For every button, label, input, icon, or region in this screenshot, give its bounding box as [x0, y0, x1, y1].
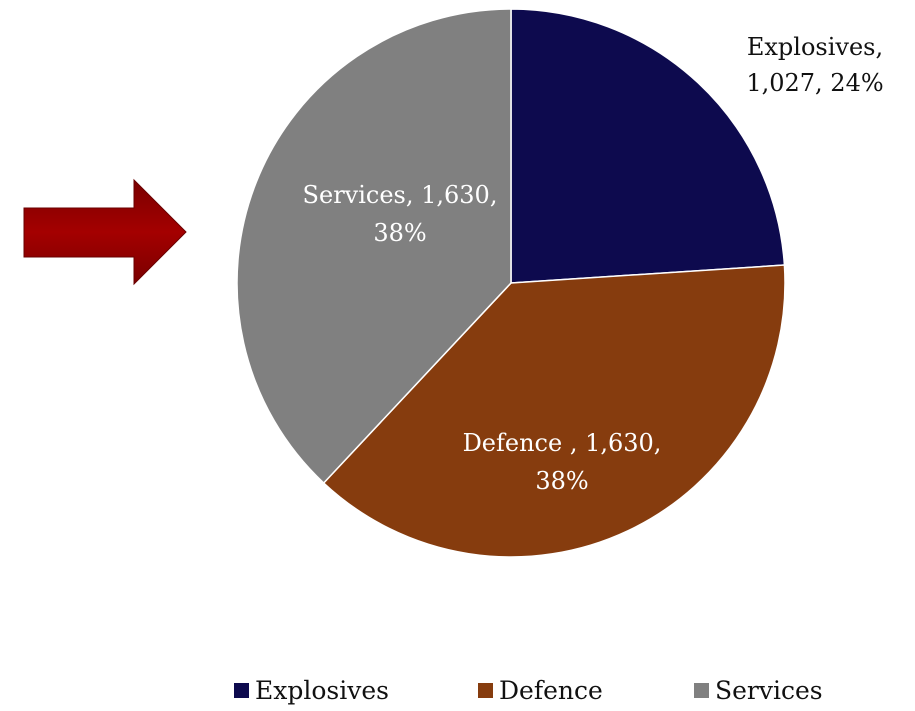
pie-slices — [236, 8, 786, 558]
legend-item-explosives: Explosives — [234, 676, 389, 705]
pie-slice-services — [236, 8, 512, 485]
data-label-services: Services, 1,630, 38% — [303, 181, 498, 247]
legend-item-services: Services — [694, 676, 823, 705]
legend-label-defence: Defence — [499, 676, 603, 705]
legend-label-services: Services — [715, 676, 823, 705]
legend-swatch-defence — [478, 683, 493, 698]
chart-legend: Explosives Defence Services — [0, 676, 915, 710]
arrow-right-icon — [23, 178, 187, 286]
legend-swatch-explosives — [234, 683, 249, 698]
data-label-explosives: Explosives, 1,027, 24% — [746, 33, 883, 97]
pie-data-labels: Explosives, 1,027, 24% Defence , 1,630, 38%… — [303, 33, 884, 495]
pie-slice-defence — [322, 264, 786, 558]
legend-swatch-services — [694, 683, 709, 698]
pie-slice-explosives — [510, 8, 786, 284]
legend-label-explosives: Explosives — [255, 676, 389, 705]
legend-item-defence: Defence — [478, 676, 603, 705]
data-label-defence: Defence , 1,630, 38% — [463, 429, 662, 495]
